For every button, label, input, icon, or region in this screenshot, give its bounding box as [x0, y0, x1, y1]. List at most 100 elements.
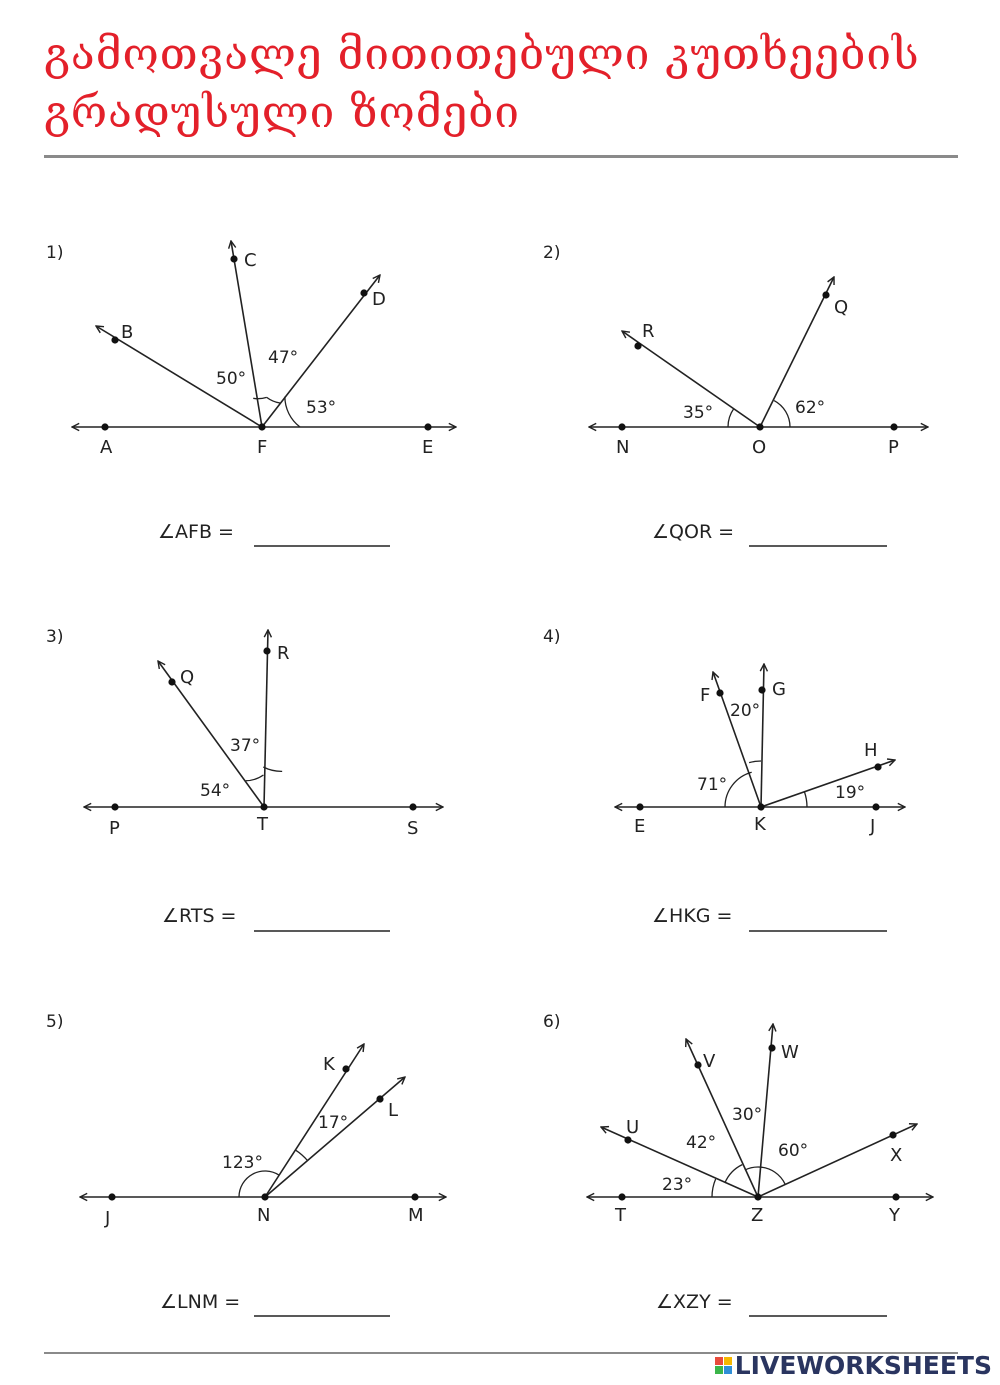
angle-arc: [748, 760, 762, 764]
problem-1: 1) A F E B C D 50° 47° 53° ∠AFB =: [46, 241, 456, 547]
angle-measure-label: 50°: [216, 369, 246, 389]
point-dot: [892, 1193, 900, 1201]
point-label-p: P: [888, 437, 899, 458]
problem-number: 4): [543, 627, 560, 647]
problem-4: 4) E K J F G H 71° 20° 19° ∠HKG =: [543, 627, 905, 932]
problem-number: 6): [543, 1012, 560, 1032]
point-label-k: K: [754, 814, 767, 835]
ray-W: [757, 1024, 773, 1198]
problem-3: 3) P T S Q R 54° 37° ∠RTS =: [46, 627, 443, 932]
point-label-b: B: [121, 322, 133, 343]
angle-measure-label: 60°: [778, 1141, 808, 1161]
point-dot: [757, 803, 765, 811]
question-text: ∠LNM =: [160, 1291, 240, 1313]
point-label-a: A: [100, 437, 113, 458]
angle-arc: [744, 1166, 760, 1171]
point-label-t: T: [256, 814, 269, 835]
angle-arc: [724, 771, 752, 808]
point-label-h: H: [864, 740, 878, 761]
point-label-d: D: [372, 289, 386, 310]
ray-G: [761, 664, 764, 808]
point-dot: [108, 1193, 116, 1201]
angle-arc: [284, 396, 301, 428]
point-dot: [624, 1136, 632, 1144]
problem-2: 2) N O P R Q 35° 62° ∠QOR =: [543, 243, 928, 547]
point-dot: [618, 1193, 626, 1201]
point-label-q: Q: [180, 667, 194, 688]
point-label-l: L: [388, 1100, 398, 1121]
point-dot: [889, 1131, 897, 1139]
point-dot: [101, 423, 109, 431]
point-dot: [168, 678, 176, 686]
point-dot: [636, 803, 644, 811]
point-label-u: U: [626, 1117, 639, 1138]
problem-6: 6) T Z Y U V W X 23° 42° 30° 60° ∠XZY =: [543, 1012, 933, 1317]
ray-Q: [759, 277, 834, 428]
ray-H: [760, 760, 895, 808]
angle-measure-label: 23°: [662, 1175, 692, 1195]
point-label-g: G: [772, 679, 786, 700]
ray-B: [96, 326, 263, 428]
point-label-r: R: [642, 321, 655, 342]
angle-arc: [263, 766, 283, 773]
angle-measure-label: 37°: [230, 736, 260, 756]
point-label-v: V: [703, 1051, 716, 1072]
point-dot: [768, 1044, 776, 1052]
point-dot: [263, 647, 271, 655]
angle-arc: [238, 1170, 280, 1198]
brand-footer: LIVEWORKSHEETS: [714, 1350, 992, 1380]
liveworksheets-logo-icon: [714, 1356, 732, 1374]
point-dot: [754, 1193, 762, 1201]
question-text: ∠QOR =: [652, 521, 734, 543]
point-label-n: N: [257, 1205, 270, 1226]
angle-measure-label: 19°: [835, 783, 865, 803]
problem-number: 2): [543, 243, 560, 263]
point-label-x: X: [890, 1145, 902, 1166]
point-label-r: R: [277, 643, 290, 664]
angle-measure-label: 20°: [730, 701, 760, 721]
point-label-s: S: [407, 818, 418, 839]
problem-number: 3): [46, 627, 63, 647]
top-divider: [44, 155, 958, 158]
angle-arc: [295, 1149, 309, 1162]
question-text: ∠XZY =: [656, 1291, 733, 1313]
point-dot: [111, 803, 119, 811]
point-dot: [874, 763, 882, 771]
point-dot: [376, 1095, 384, 1103]
point-dot: [260, 803, 268, 811]
page-title: გამოთვალე მითითებული კუთხეების გრადუსული…: [44, 26, 964, 142]
point-label-e: E: [634, 816, 645, 837]
bottom-divider: [44, 1352, 958, 1354]
point-label-o: O: [752, 437, 766, 458]
angle-measure-label: 54°: [200, 781, 230, 801]
problem-5: 5) J N M K L 123° 17° ∠LNM =: [46, 1012, 446, 1317]
point-dot: [872, 803, 880, 811]
angle-measure-label: 30°: [732, 1105, 762, 1125]
point-dot: [360, 289, 368, 297]
point-dot: [261, 1193, 269, 1201]
point-dot: [758, 686, 766, 694]
problem-number: 5): [46, 1012, 63, 1032]
point-label-j: J: [104, 1208, 110, 1229]
point-dot: [424, 423, 432, 431]
ray-L: [264, 1077, 405, 1198]
ray-K: [264, 1044, 364, 1198]
angle-measure-label: 35°: [683, 403, 713, 423]
point-label-p: P: [109, 818, 120, 839]
point-dot: [111, 336, 119, 344]
angle-arc: [266, 396, 281, 404]
angle-arc: [727, 408, 735, 428]
question-text: ∠HKG =: [652, 905, 732, 927]
point-label-z: Z: [751, 1205, 763, 1226]
point-dot: [822, 291, 830, 299]
point-label-k: K: [323, 1054, 336, 1075]
ray-R: [263, 630, 268, 808]
point-dot: [409, 803, 417, 811]
point-label-n: N: [616, 437, 629, 458]
point-label-y: Y: [888, 1205, 901, 1226]
point-label-e: E: [422, 437, 433, 458]
title-line-1: გამოთვალე მითითებული კუთხეების: [44, 29, 920, 80]
point-label-w: W: [781, 1042, 799, 1063]
ray-D: [261, 275, 380, 428]
